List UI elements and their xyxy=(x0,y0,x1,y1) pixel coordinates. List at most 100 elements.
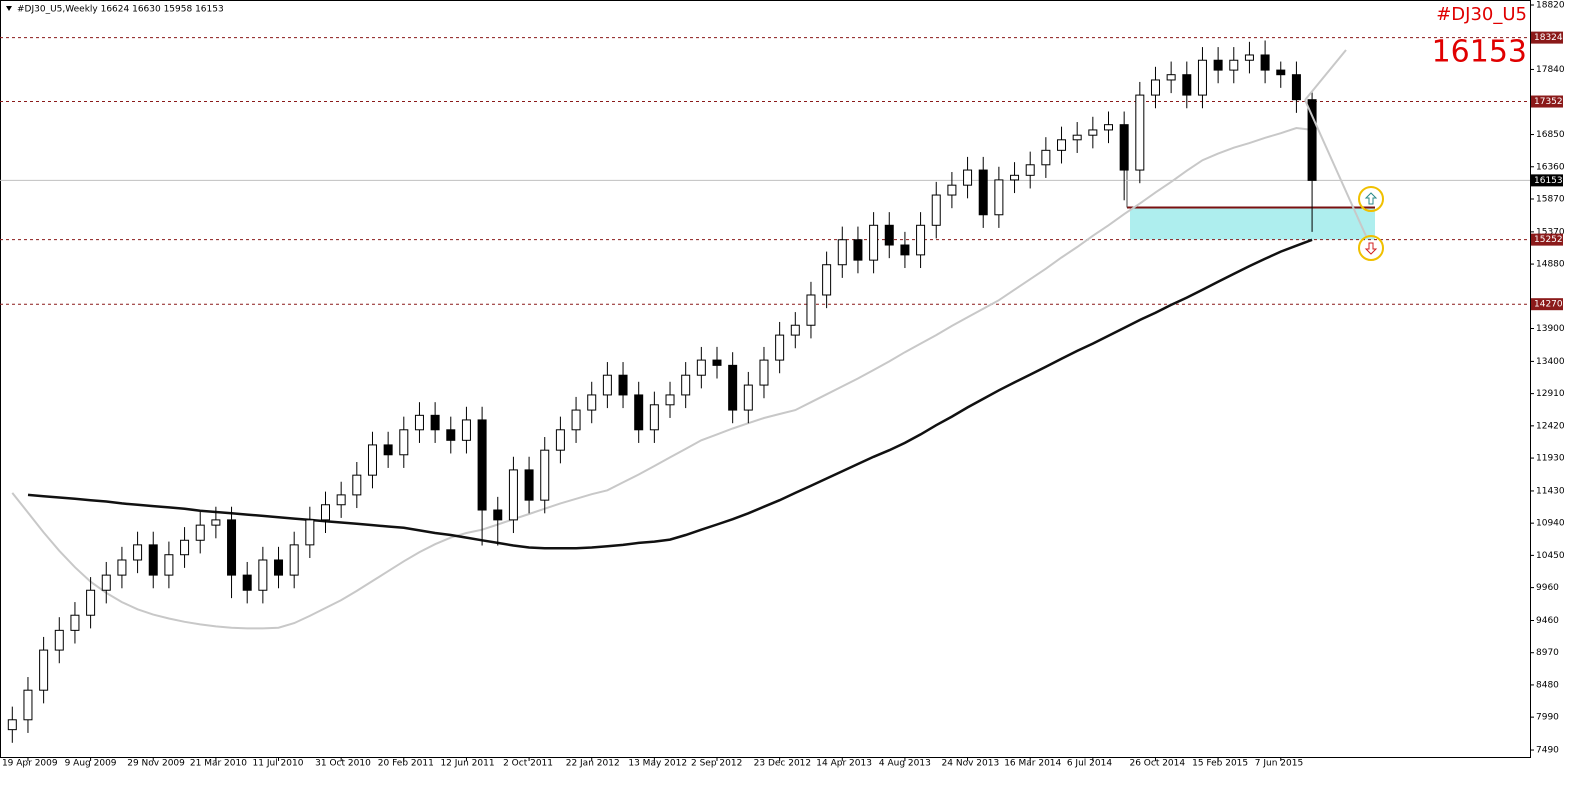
candle-body xyxy=(1229,59,1239,71)
price-label: 16153 xyxy=(1432,35,1527,70)
candle-body xyxy=(211,519,221,526)
candle-body xyxy=(759,359,769,386)
candle-body xyxy=(1276,69,1286,76)
chart-header: #DJ30_U5,Weekly 16624 16630 15958 16153 xyxy=(17,5,224,15)
candle-body xyxy=(696,359,706,376)
candle-body xyxy=(1197,59,1207,96)
candle-body xyxy=(305,519,315,546)
trend-line xyxy=(1304,49,1347,101)
candle-body xyxy=(994,179,1004,216)
y-tick-label: 8480 xyxy=(1536,680,1559,690)
candle-body xyxy=(70,614,80,631)
candle-body xyxy=(1244,54,1254,61)
x-tick-label: 12 Jun 2011 xyxy=(440,759,494,769)
candle-body xyxy=(446,429,456,441)
candle-body xyxy=(1291,74,1301,101)
x-tick-label: 14 Apr 2013 xyxy=(816,759,872,769)
x-tick-label: 23 Dec 2012 xyxy=(754,759,812,769)
candle-body xyxy=(1010,174,1020,181)
candle-body xyxy=(180,539,190,556)
x-tick-label: 2 Sep 2012 xyxy=(691,759,742,769)
x-tick-label: 9 Aug 2009 xyxy=(65,759,117,769)
candle-body xyxy=(1135,94,1145,171)
moving-average xyxy=(27,238,1313,550)
candle-body xyxy=(947,184,957,196)
candle-body xyxy=(1182,74,1192,96)
candle-body xyxy=(665,394,675,406)
up-arrow xyxy=(1364,192,1378,205)
x-tick-label: 21 Mar 2010 xyxy=(190,759,247,769)
candle-body xyxy=(728,364,738,411)
candle-body xyxy=(1041,149,1051,166)
candle-body xyxy=(477,419,487,511)
symbol-label: #DJ30_U5 xyxy=(1436,4,1527,25)
candle-body xyxy=(1260,54,1270,71)
candle-body xyxy=(869,224,879,261)
candle-body xyxy=(884,224,894,246)
level-label: 15252 xyxy=(1534,235,1563,245)
candle-body xyxy=(806,294,816,326)
candle-body xyxy=(822,264,832,296)
candle-body xyxy=(1307,99,1317,181)
candle-body xyxy=(649,404,659,431)
y-tick-label: 7490 xyxy=(1536,746,1559,756)
candle-body xyxy=(195,524,205,541)
price-axis-label: 16153 xyxy=(1534,176,1563,186)
candle-body xyxy=(117,559,127,576)
y-tick-label: 11930 xyxy=(1536,454,1565,464)
y-tick-label: 8970 xyxy=(1536,648,1559,658)
level-label: 17352 xyxy=(1534,97,1563,107)
candle-body xyxy=(1072,134,1082,141)
candle-body xyxy=(524,469,534,501)
x-tick-label: 4 Aug 2013 xyxy=(879,759,931,769)
candle-body xyxy=(148,544,158,576)
candle-body xyxy=(493,509,503,521)
candle-body xyxy=(1025,164,1035,176)
trend-line xyxy=(1304,99,1367,237)
candle-body xyxy=(133,544,143,561)
candle-body xyxy=(837,239,847,266)
candle-body xyxy=(383,444,393,456)
candle-body xyxy=(258,559,268,591)
y-tick-label: 7990 xyxy=(1536,713,1559,723)
candle-body xyxy=(963,169,973,186)
candle-body xyxy=(336,494,346,506)
x-tick-label: 19 Apr 2009 xyxy=(2,759,58,769)
candle-body xyxy=(1150,79,1160,96)
y-tick-label: 15370 xyxy=(1536,227,1565,237)
signal-circle xyxy=(1358,186,1384,212)
candle-body xyxy=(900,244,910,256)
candle-body xyxy=(23,689,33,721)
level-label-box xyxy=(1531,298,1563,311)
candle-body xyxy=(587,394,597,411)
candle-body xyxy=(414,414,424,431)
y-tick-label: 13400 xyxy=(1536,357,1565,367)
candle-body xyxy=(367,444,377,476)
candle-body xyxy=(352,474,362,496)
candle-body xyxy=(916,224,926,256)
y-tick-label: 9460 xyxy=(1536,616,1559,626)
candle-body xyxy=(227,519,237,576)
menu-arrow xyxy=(6,6,12,11)
level-label-box xyxy=(1531,31,1563,44)
support-zone xyxy=(1130,207,1375,240)
candle-body xyxy=(7,719,17,731)
candle-body xyxy=(274,559,284,576)
candle-body xyxy=(461,419,471,441)
down-arrow xyxy=(1364,242,1378,255)
y-tick-label: 13900 xyxy=(1536,324,1565,334)
candle-body xyxy=(978,169,988,216)
y-tick-label: 15870 xyxy=(1536,194,1565,204)
x-tick-label: 13 May 2012 xyxy=(628,759,687,769)
candle-body xyxy=(1119,124,1129,171)
level-label: 18324 xyxy=(1534,33,1563,43)
x-tick-label: 29 Nov 2009 xyxy=(127,759,185,769)
candle-body xyxy=(86,589,96,616)
candle-body xyxy=(1213,59,1223,71)
candle-body xyxy=(1088,129,1098,136)
candle-body xyxy=(618,374,628,396)
candle-body xyxy=(242,574,252,591)
level-label-box xyxy=(1531,233,1563,246)
